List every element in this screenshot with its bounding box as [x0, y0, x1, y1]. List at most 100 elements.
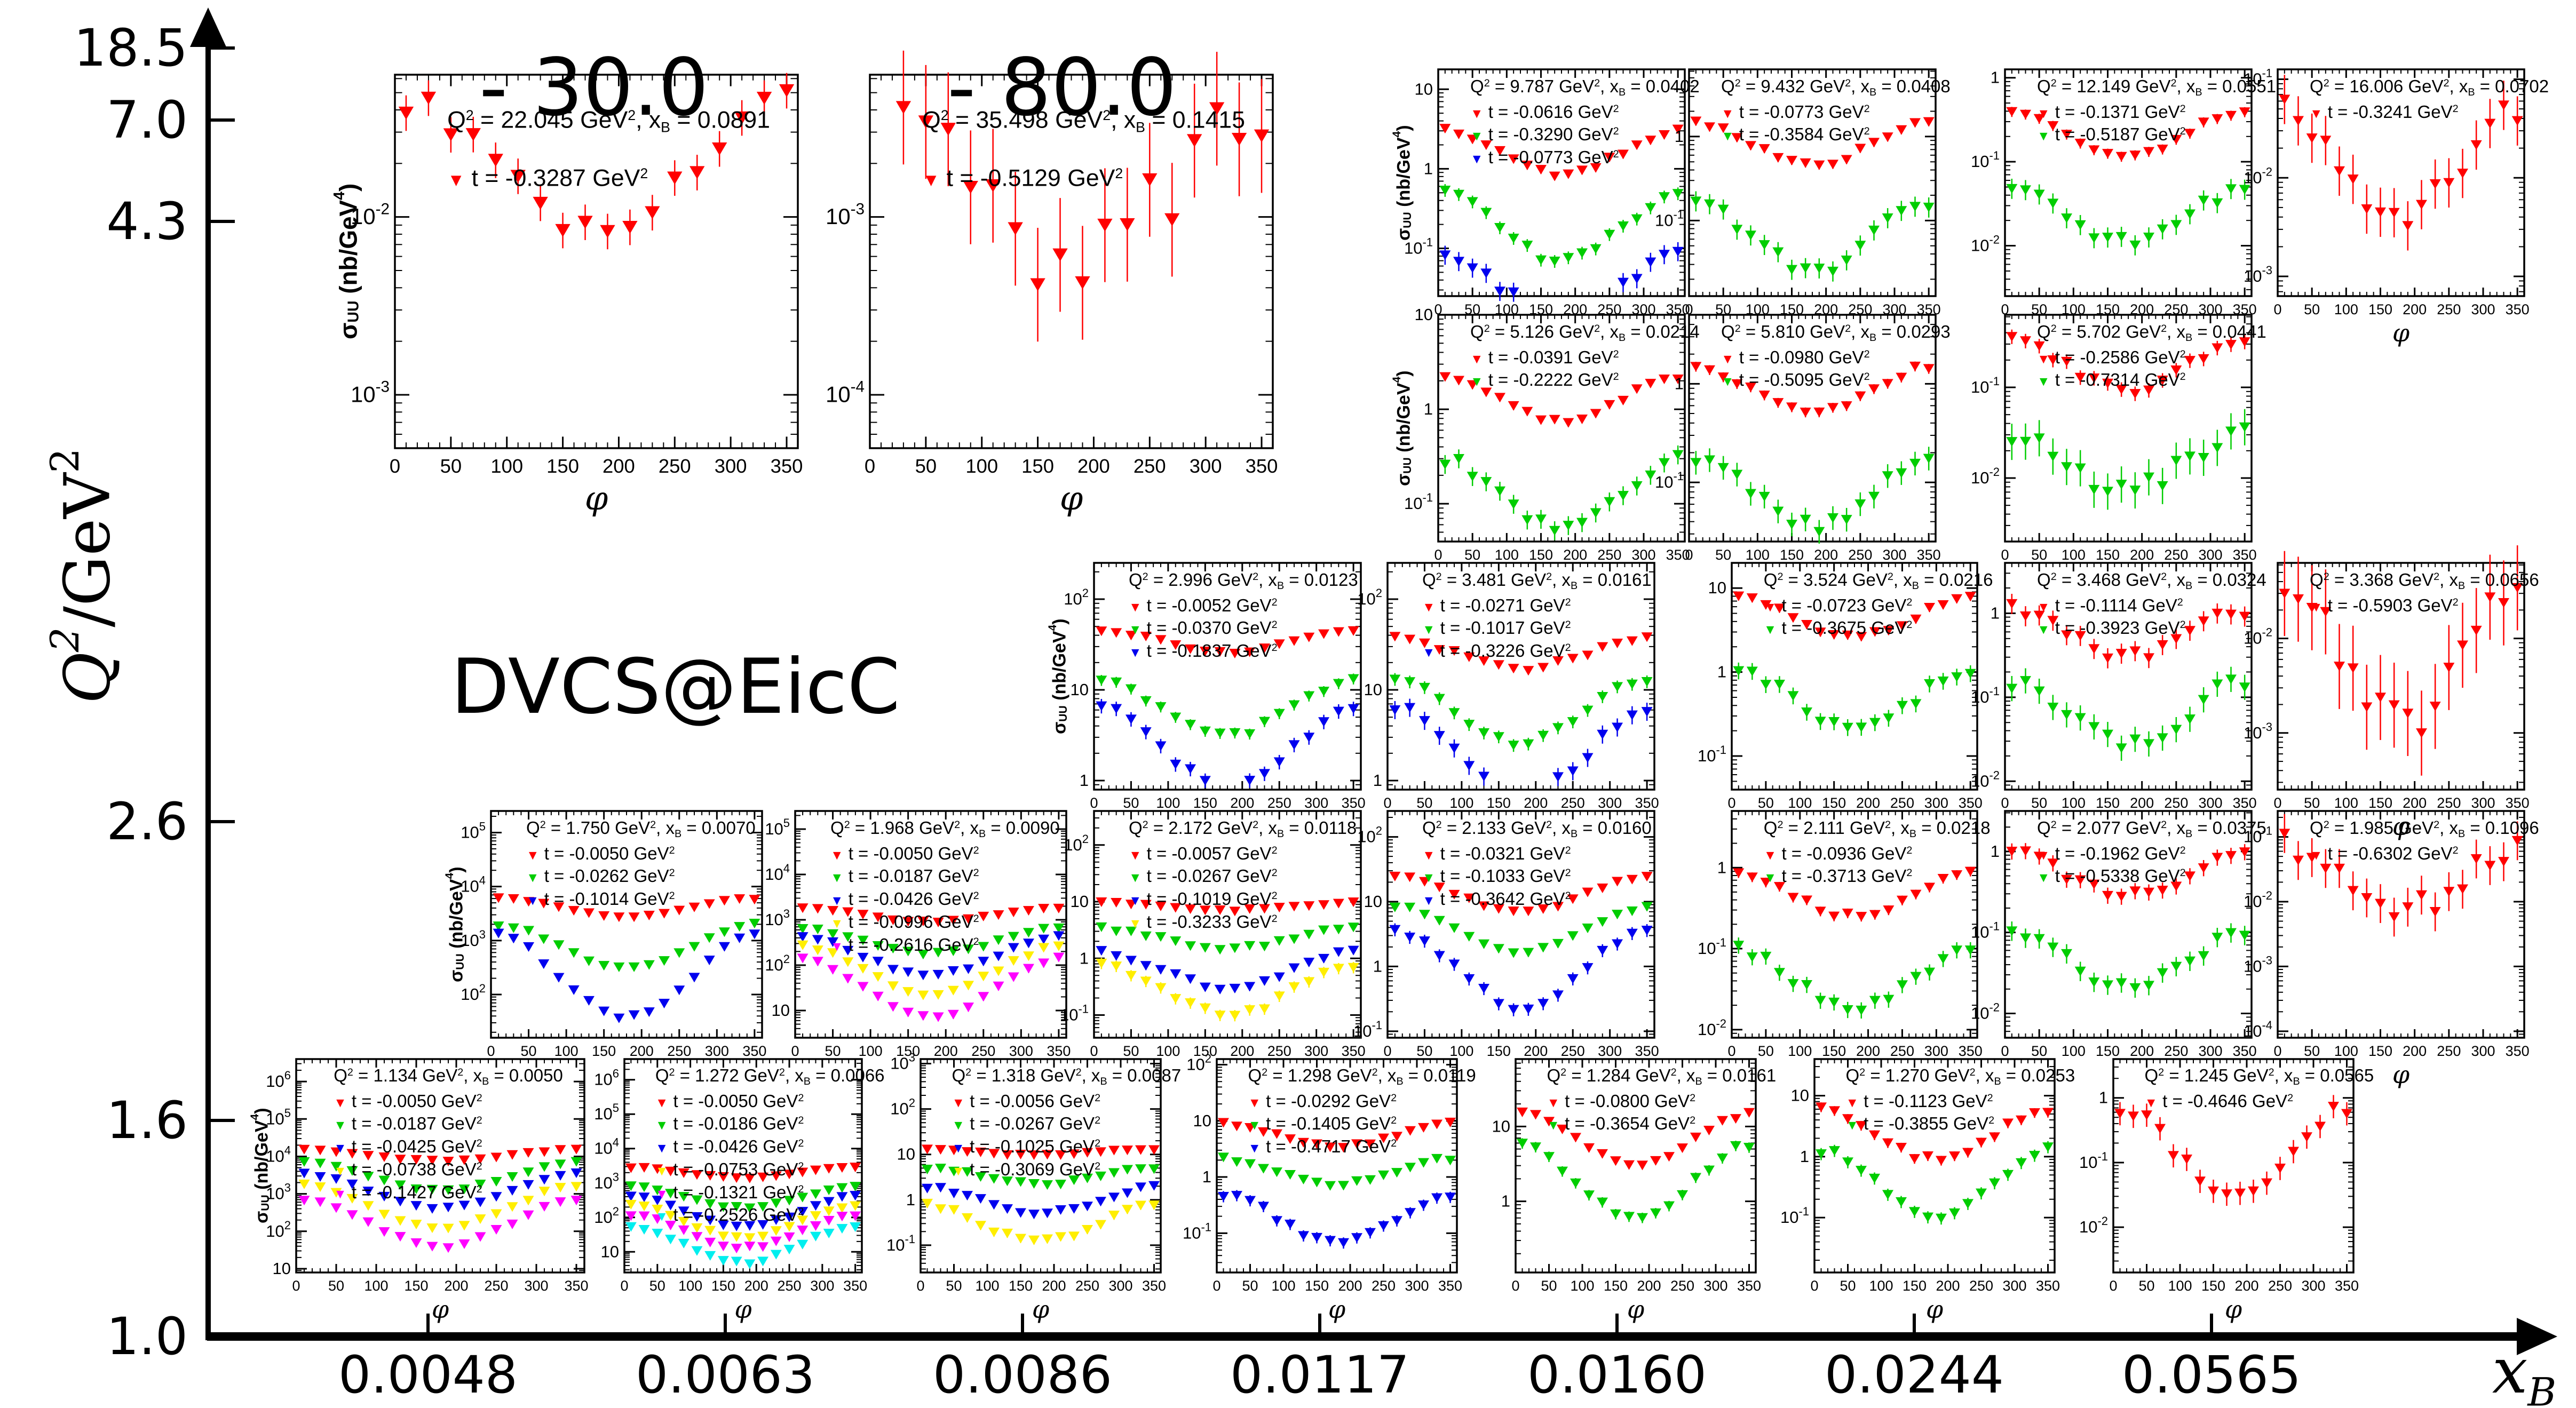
legend-entry: ▼ t = -0.0050 GeV2: [334, 1091, 482, 1111]
svg-text:150: 150: [1780, 547, 1804, 563]
svg-text:300: 300: [2471, 795, 2495, 811]
legend-entry: ▼ t = -0.1014 GeV2: [526, 889, 675, 909]
svg-text:1: 1: [1424, 159, 1433, 178]
panel-legend: Q2 = 1.968 GeV2, xB = 0.0090 ▼ t = -0.005…: [830, 819, 1060, 953]
legend-marker-green: ▼: [526, 871, 540, 886]
svg-text:50: 50: [521, 1043, 537, 1059]
legend-title: Q2 = 2.077 GeV2, xB = 0.0375: [2037, 817, 2266, 840]
legend-entry: ▼ t = -0.0052 GeV2: [1129, 595, 1278, 615]
svg-text:50: 50: [2031, 547, 2047, 563]
legend-marker-green: ▼: [2037, 129, 2050, 144]
legend-marker-green: ▼: [830, 871, 844, 886]
panel-q2-3.524: 0 50 100 150 200 250 300 350 10-1 1 10 Q2 = 3.524 G…: [1678, 555, 1993, 840]
svg-text:200: 200: [2403, 795, 2427, 811]
svg-text:250: 250: [2164, 547, 2188, 563]
svg-text:10-2: 10-2: [2244, 889, 2272, 911]
svg-text:150: 150: [1487, 1043, 1511, 1059]
svg-text:250: 250: [667, 1043, 691, 1059]
figure-title: DVCS@EicC: [451, 643, 900, 731]
panel-legend: Q2 = 2.111 GeV2, xB = 0.0218 ▼ t = -0.093…: [1764, 819, 1991, 885]
legend-marker-red: ▼: [526, 848, 540, 863]
x-tick-0.0048: 0.0048: [338, 1345, 518, 1405]
svg-text:150: 150: [2368, 795, 2392, 811]
svg-text:10-4: 10-4: [2244, 1019, 2272, 1040]
legend-entry: ▼ t = -0.1321 GeV2: [655, 1182, 804, 1202]
svg-text:50: 50: [2031, 1043, 2047, 1059]
svg-text:300: 300: [1304, 795, 1328, 811]
legend-entry: ▼ t = -0.0267 GeV2: [952, 1113, 1101, 1134]
svg-text:250: 250: [1597, 547, 1621, 563]
svg-text:150: 150: [1822, 1043, 1846, 1059]
svg-text:0: 0: [791, 1043, 799, 1059]
svg-text:0: 0: [1090, 795, 1098, 811]
panel-legend: Q2 = 2.172 GeV2, xB = 0.0118 ▼ t = -0.005…: [1129, 819, 1357, 931]
legend-marker-green: ▼: [1422, 623, 1436, 638]
legend-entry: ▼ t = -0.1033 GeV2: [1422, 866, 1571, 886]
svg-text:0: 0: [1685, 301, 1693, 317]
svg-text:50: 50: [1416, 795, 1432, 811]
legend-marker-green: ▼: [655, 1118, 669, 1133]
svg-text:300: 300: [1882, 547, 1906, 563]
svg-text:300: 300: [2198, 547, 2222, 563]
legend-marker-red: ▼: [952, 1095, 965, 1110]
legend-marker-red: ▼: [1721, 106, 1734, 121]
svg-text:200: 200: [1814, 547, 1838, 563]
panel-plot: 0 50 100 150 200 250 300 350 10-3 10-2 10-1: [2244, 66, 2530, 317]
legend-marker-green: ▼: [2037, 623, 2050, 638]
legend-marker-green: ▼: [1721, 129, 1734, 144]
svg-text:100: 100: [1156, 1043, 1180, 1059]
svg-text:102: 102: [765, 952, 790, 974]
svg-text:1: 1: [1675, 127, 1684, 146]
svg-text:50: 50: [2304, 795, 2320, 811]
svg-text:102: 102: [1064, 586, 1089, 608]
svg-text:350: 350: [1635, 795, 1659, 811]
svg-text:250: 250: [1134, 455, 1166, 477]
panel-legend: Q2 = 35.498 GeV2, xB = 0.1415 ▼ t = -0.51…: [922, 108, 1245, 190]
svg-text:150: 150: [1193, 1043, 1217, 1059]
legend-entry: ▼ t = -0.0187 GeV2: [830, 866, 979, 886]
panel-plot: 0 50 100 150 200 250 300 350 10-1 1 10 102: [1353, 810, 1659, 1059]
y-tick-2.6: 2.6: [106, 792, 188, 852]
svg-text:10-1: 10-1: [1698, 936, 1726, 958]
legend-entry: ▼ t = -0.0773 GeV2: [1721, 101, 1870, 122]
svg-text:350: 350: [1666, 547, 1690, 563]
panel-legend: Q2 = 1.134 GeV2, xB = 0.0050 ▼ t = -0.005…: [334, 1067, 563, 1201]
svg-text:10-1: 10-1: [1655, 208, 1684, 229]
svg-text:250: 250: [484, 1278, 508, 1294]
y-axis-label: Q2/GeV2: [43, 448, 124, 704]
panel-y-axis-label: σUU (nb/GeV4): [1391, 125, 1414, 241]
legend-marker-red: ▼: [2310, 106, 2323, 121]
svg-text:250: 250: [2437, 795, 2461, 811]
legend-marker-green: ▼: [1129, 871, 1142, 886]
legend-entry: ▼ t = -0.0057 GeV2: [1129, 843, 1278, 863]
svg-text:250: 250: [1848, 547, 1872, 563]
legend-marker-blue: ▼: [1248, 1141, 1262, 1156]
legend-title: Q2 = 1.272 GeV2, xB = 0.0066: [655, 1065, 885, 1087]
panel-q2-22.045: 0 50 100 150 200 250 300 350 10-3 10-2 Q2 = 22.045…: [331, 67, 810, 518]
svg-text:1: 1: [1675, 374, 1684, 393]
legend-marker-red: ▼: [655, 1095, 669, 1110]
legend-entry: ▼ t = -0.2222 GeV2: [1470, 370, 1619, 390]
legend-marker-green: ▼: [1763, 871, 1777, 886]
svg-text:0: 0: [487, 1043, 495, 1059]
svg-text:10-2: 10-2: [1698, 1017, 1726, 1039]
svg-text:50: 50: [1715, 547, 1731, 563]
legend-title: Q2 = 5.702 GeV2, xB = 0.0441: [2037, 321, 2266, 344]
svg-text:50: 50: [2304, 1043, 2320, 1059]
svg-text:10: 10: [1364, 680, 1382, 699]
svg-text:0: 0: [1685, 547, 1693, 563]
legend-entry: ▼ t = -0.0723 GeV2: [1763, 595, 1913, 615]
panel-q2-3.468: 0 50 100 150 200 250 300 350 10-2 10-1 1 Q2 = 3.468…: [1952, 555, 2266, 840]
x-tick-0.0086: 0.0086: [933, 1345, 1112, 1405]
svg-text:100: 100: [965, 455, 998, 477]
legend-title: Q2 = 2.111 GeV2, xB = 0.0218: [1763, 817, 1991, 840]
legend-marker-green: ▼: [1129, 623, 1142, 638]
panel-legend: Q2 = 1.245 GeV2, xB = 0.0565 ▼ t = -0.464…: [2145, 1067, 2374, 1110]
legend-marker-red: ▼: [2037, 848, 2050, 863]
svg-text:10: 10: [1364, 892, 1382, 911]
svg-text:200: 200: [934, 1043, 958, 1059]
legend-marker-green: ▼: [334, 1118, 347, 1133]
panel-legend: Q2 = 2.077 GeV2, xB = 0.0375 ▼ t = -0.196…: [2037, 819, 2266, 885]
